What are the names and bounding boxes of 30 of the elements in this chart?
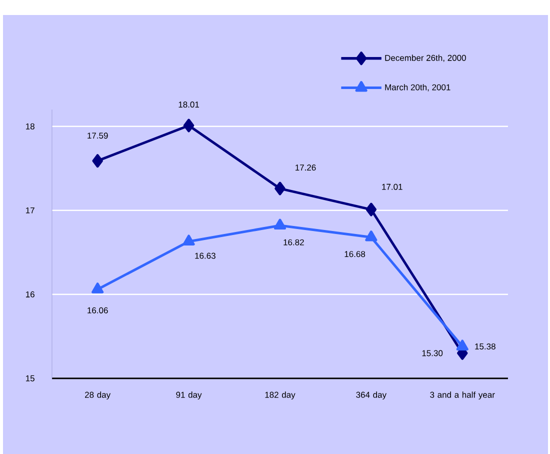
data-label: 16.68 (344, 251, 366, 258)
x-tick-label: 3 and a half year (430, 392, 495, 400)
point (365, 230, 378, 242)
x-tick-label: 182 day (265, 392, 296, 400)
point (92, 154, 103, 168)
y-tick-label: 16 (26, 291, 34, 298)
y-tick-label: 17 (26, 207, 34, 214)
y-tick-label: 18 (26, 123, 34, 130)
data-label: 18.01 (178, 102, 199, 108)
legend-label: March 20th, 2001 (385, 84, 450, 92)
data-label: 16.82 (284, 239, 304, 246)
point (456, 340, 468, 350)
data-label: 17.26 (296, 164, 316, 171)
data-label: 15.38 (475, 343, 496, 350)
point (274, 182, 286, 196)
x-tick-label: 28 day (85, 392, 111, 400)
data-label: 16.63 (195, 252, 216, 259)
data-label: 15.30 (422, 350, 443, 356)
point (182, 234, 195, 246)
legend-label: December 26th, 2000 (385, 54, 466, 62)
x-tick-label: 91 day (176, 392, 202, 400)
y-tick-label: 15 (26, 375, 34, 382)
x-tick-label: 364 day (356, 392, 387, 400)
point (366, 202, 377, 216)
data-label: 17.01 (382, 184, 402, 190)
point (183, 118, 194, 132)
point (92, 282, 104, 294)
data-label: 17.59 (88, 132, 108, 139)
data-label: 16.06 (88, 307, 108, 314)
point (274, 218, 286, 230)
